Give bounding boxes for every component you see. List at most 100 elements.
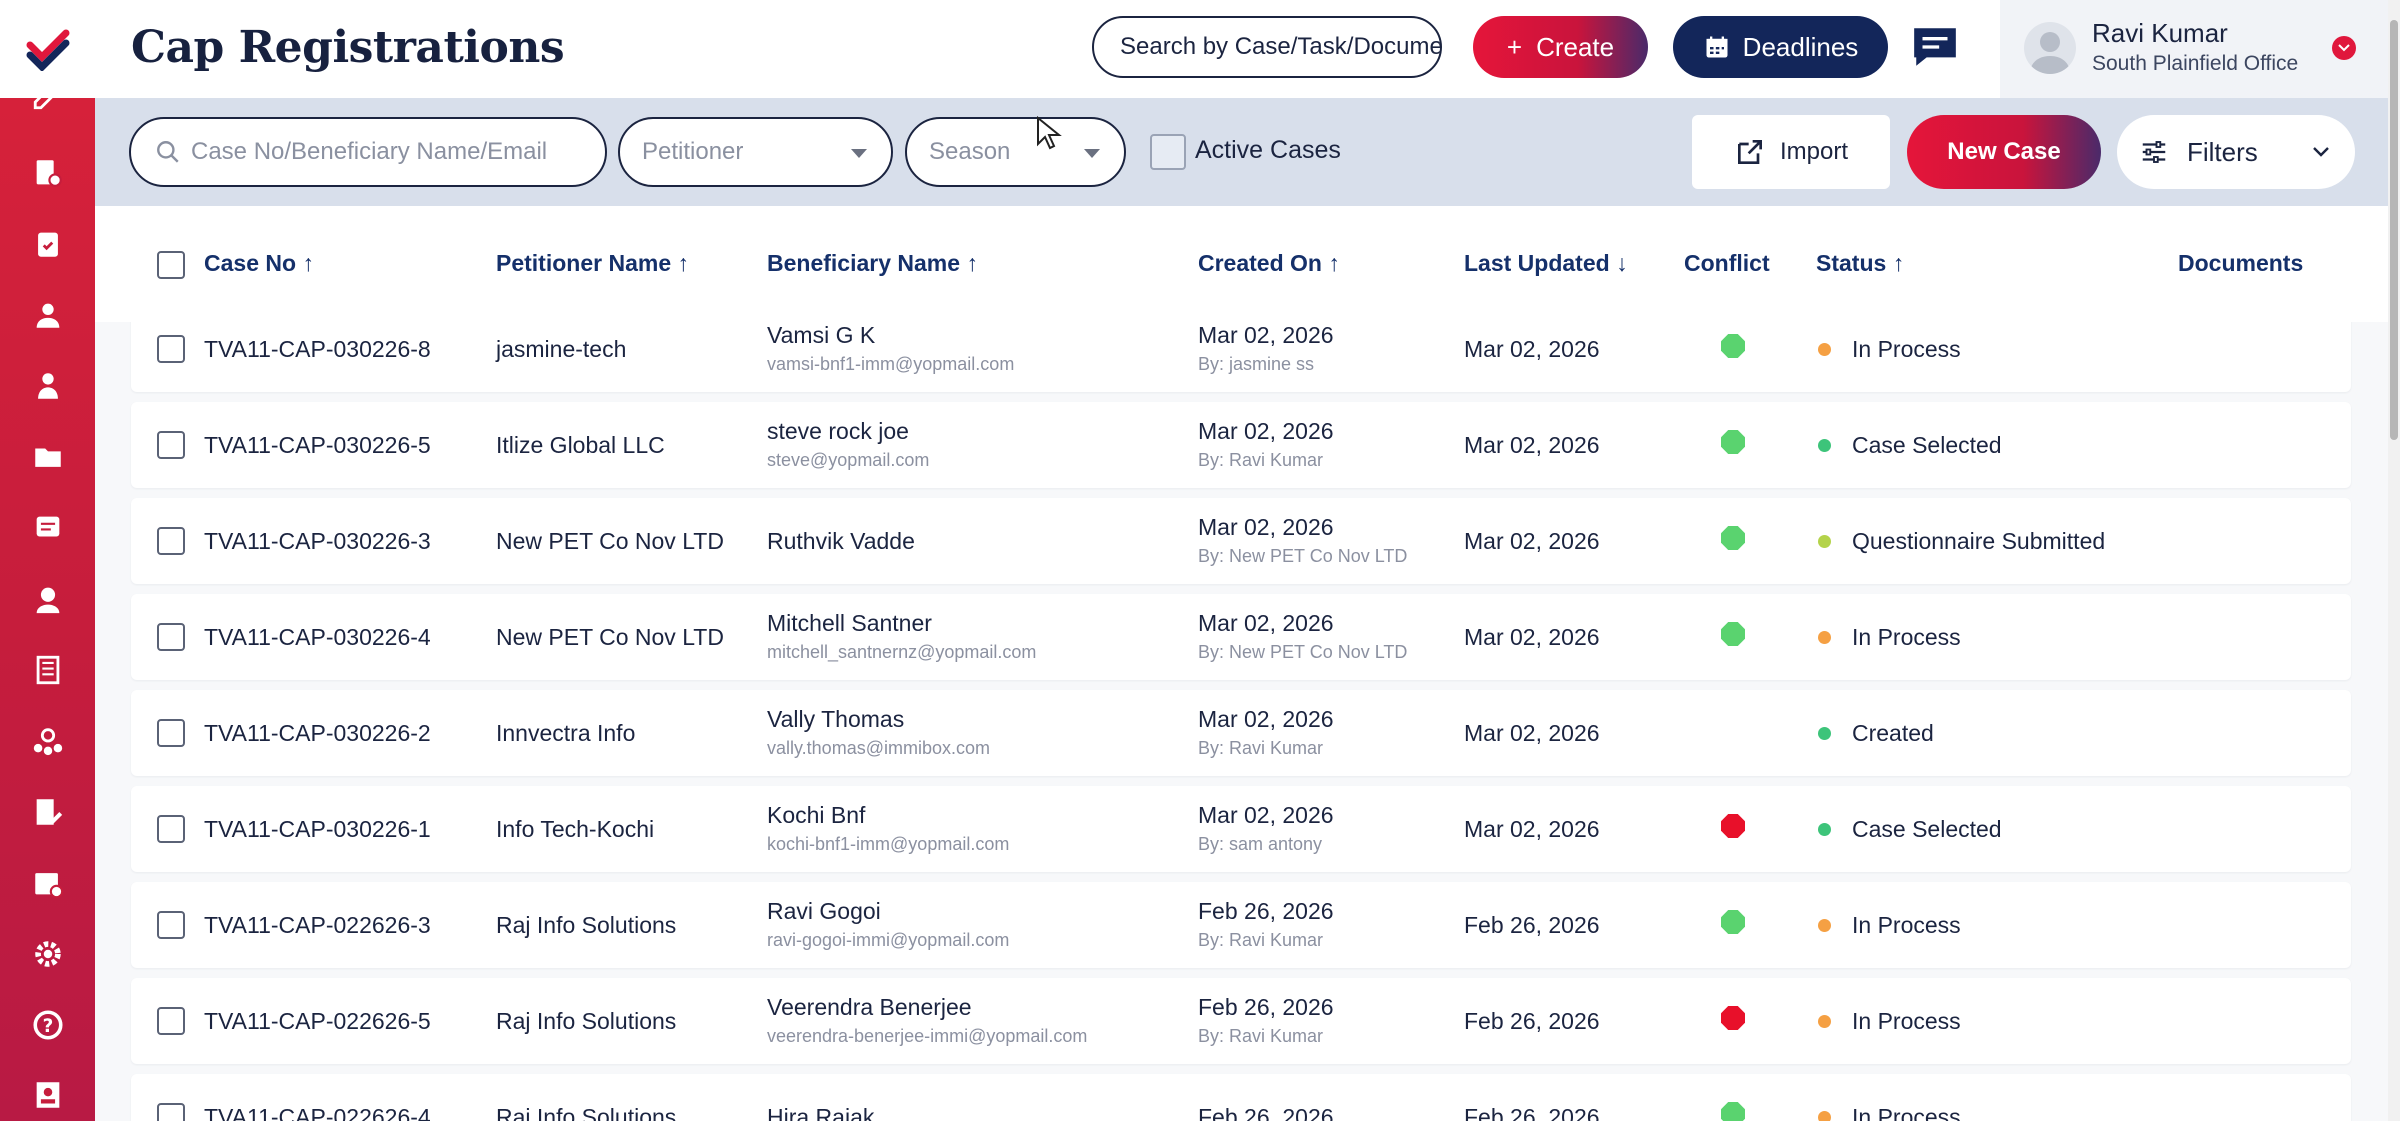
clipboard-icon[interactable] xyxy=(0,219,95,269)
filters-button[interactable]: Filters xyxy=(2117,115,2355,189)
created-on-date: Mar 02, 2026 xyxy=(1198,802,1334,828)
folder-icon[interactable] xyxy=(0,432,95,482)
column-status[interactable]: Status ↑ xyxy=(1816,250,1904,277)
table-row[interactable]: TVA11-CAP-030226-4 New PET Co Nov LTD Mitc… xyxy=(131,594,2351,680)
status-label: In Process xyxy=(1852,1008,1961,1034)
table-row[interactable]: TVA11-CAP-030226-1 Info Tech-Kochi Kochi B… xyxy=(131,786,2351,872)
global-search-placeholder: Search by Case/Task/Document xyxy=(1120,33,1442,60)
season-dropdown[interactable]: Season xyxy=(905,117,1126,187)
beneficiary-email: veerendra-benerjee-immi@yopmail.com xyxy=(767,1026,1088,1046)
support-agent-icon[interactable] xyxy=(0,574,95,624)
case-no-link[interactable]: TVA11-CAP-022626-5 xyxy=(204,1008,431,1034)
beneficiary-icon[interactable] xyxy=(0,361,95,411)
column-created-on[interactable]: Created On ↑ xyxy=(1198,250,1340,277)
sidebar: ? xyxy=(0,0,95,1121)
user-office: South Plainfield Office xyxy=(2092,52,2299,75)
row-checkbox[interactable] xyxy=(157,1007,185,1035)
created-on-date: Feb 26, 2026 xyxy=(1198,898,1334,924)
edit-icon[interactable] xyxy=(0,80,95,110)
status-dot xyxy=(1818,343,1831,356)
document-edit-icon[interactable] xyxy=(0,787,95,837)
app-logo[interactable] xyxy=(0,0,95,98)
created-on-date: Mar 02, 2026 xyxy=(1198,514,1334,540)
global-search-input[interactable]: Search by Case/Task/Document xyxy=(1092,16,1442,78)
gear-icon[interactable] xyxy=(0,929,95,979)
avatar xyxy=(2024,22,2076,74)
beneficiary-email: kochi-bnf1-imm@yopmail.com xyxy=(767,834,1010,854)
logo-icon xyxy=(26,29,69,71)
column-beneficiary-label: Beneficiary Name xyxy=(767,250,961,276)
chevron-down-icon[interactable] xyxy=(2332,36,2356,60)
table-row[interactable]: TVA11-CAP-030226-3 New PET Co Nov LTD Ruth… xyxy=(131,498,2351,584)
petitioner-name: New PET Co Nov LTD xyxy=(496,624,724,650)
status-label: Questionnaire Submitted xyxy=(1852,528,2106,554)
case-no-link[interactable]: TVA11-CAP-030226-4 xyxy=(204,624,431,650)
user-menu[interactable]: Ravi Kumar South Plainfield Office xyxy=(2000,0,2400,98)
table-row[interactable]: TVA11-CAP-030226-8 jasmine-tech Vamsi G K v… xyxy=(131,322,2351,392)
row-checkbox[interactable] xyxy=(157,1103,185,1121)
season-placeholder: Season xyxy=(929,138,1011,165)
status-dot xyxy=(1818,1015,1831,1028)
deadlines-button[interactable]: Deadlines xyxy=(1673,16,1888,78)
message-icon[interactable] xyxy=(0,503,95,553)
beneficiary-name: steve rock joe xyxy=(767,418,909,444)
book-icon[interactable] xyxy=(0,645,95,695)
status-dot xyxy=(1818,727,1831,740)
calendar-settings-icon[interactable] xyxy=(0,858,95,908)
arrow-up-icon: ↑ xyxy=(677,250,690,276)
column-beneficiary[interactable]: Beneficiary Name ↑ xyxy=(767,250,978,277)
row-checkbox[interactable] xyxy=(157,431,185,459)
new-case-button[interactable]: New Case xyxy=(1907,115,2101,189)
created-by: By: jasmine ss xyxy=(1198,354,1315,374)
table-row[interactable]: TVA11-CAP-022626-4 Raj Info Solutions Hira… xyxy=(131,1074,2351,1121)
created-by: By: Ravi Kumar xyxy=(1198,930,1324,950)
case-no-link[interactable]: TVA11-CAP-030226-5 xyxy=(204,432,431,458)
arrow-down-icon: ↓ xyxy=(1616,250,1628,276)
column-last-updated[interactable]: Last Updated ↓ xyxy=(1464,250,1628,277)
import-button[interactable]: Import xyxy=(1692,115,1890,189)
column-case-no[interactable]: Case No ↑ xyxy=(204,250,314,277)
row-checkbox[interactable] xyxy=(157,719,185,747)
case-no-link[interactable]: TVA11-CAP-022626-4 xyxy=(204,1104,431,1121)
created-by: By: sam antony xyxy=(1198,834,1323,854)
beneficiary-name: Veerendra Benerjee xyxy=(767,994,972,1020)
row-checkbox[interactable] xyxy=(157,815,185,843)
active-cases-checkbox[interactable] xyxy=(1150,134,1186,170)
chat-button[interactable] xyxy=(1908,22,1962,72)
created-by: By: New PET Co Nov LTD xyxy=(1198,642,1408,662)
status-dot xyxy=(1818,1111,1831,1121)
column-conflict: Conflict xyxy=(1684,250,1770,276)
select-all-checkbox[interactable] xyxy=(157,251,185,279)
case-no-link[interactable]: TVA11-CAP-030226-1 xyxy=(204,816,431,842)
case-no-link[interactable]: TVA11-CAP-030226-8 xyxy=(204,336,431,362)
sliders-icon xyxy=(2142,141,2166,163)
column-petitioner[interactable]: Petitioner Name ↑ xyxy=(496,250,689,277)
filters-button-label: Filters xyxy=(2187,136,2258,167)
table-row[interactable]: TVA11-CAP-030226-2 Innvectra Info Vally Th… xyxy=(131,690,2351,776)
help-icon[interactable]: ? xyxy=(0,1000,95,1050)
case-no-link[interactable]: TVA11-CAP-030226-2 xyxy=(204,720,431,746)
contacts-book-icon[interactable] xyxy=(0,1070,95,1120)
table-row[interactable]: TVA11-CAP-030226-5 Itlize Global LLC steve… xyxy=(131,402,2351,488)
create-button[interactable]: + Create xyxy=(1473,16,1648,78)
last-updated-date: Mar 02, 2026 xyxy=(1464,720,1600,746)
row-checkbox[interactable] xyxy=(157,911,185,939)
row-checkbox[interactable] xyxy=(157,623,185,651)
team-settings-icon[interactable] xyxy=(0,716,95,766)
column-created-on-label: Created On xyxy=(1198,250,1322,276)
last-updated-date: Mar 02, 2026 xyxy=(1464,528,1600,554)
case-no-link[interactable]: TVA11-CAP-022626-3 xyxy=(204,912,431,938)
row-checkbox[interactable] xyxy=(157,527,185,555)
table-row[interactable]: TVA11-CAP-022626-3 Raj Info Solutions Ravi… xyxy=(131,882,2351,968)
cases-icon[interactable] xyxy=(0,148,95,198)
user-icon[interactable] xyxy=(0,290,95,340)
case-no-link[interactable]: TVA11-CAP-030226-3 xyxy=(204,528,431,554)
row-checkbox[interactable] xyxy=(157,335,185,363)
beneficiary-name: Mitchell Santner xyxy=(767,610,932,636)
table-row[interactable]: TVA11-CAP-022626-5 Raj Info Solutions Veer… xyxy=(131,978,2351,1064)
scrollbar-thumb[interactable] xyxy=(2390,20,2398,440)
case-search-input[interactable]: Case No/Beneficiary Name/Email xyxy=(129,117,607,187)
petitioner-dropdown[interactable]: Petitioner xyxy=(618,117,893,187)
conflict-indicator-icon xyxy=(1721,1006,1745,1030)
column-documents: Documents xyxy=(2178,250,2304,276)
